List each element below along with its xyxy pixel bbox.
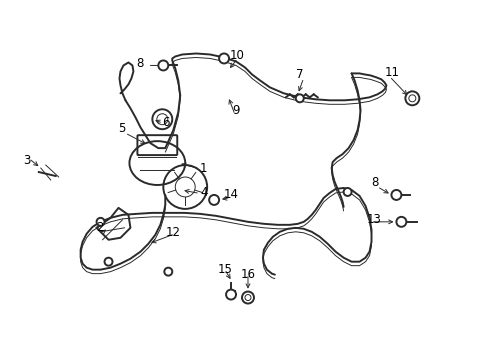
Circle shape bbox=[390, 190, 401, 200]
Circle shape bbox=[158, 60, 168, 71]
Text: 9: 9 bbox=[232, 104, 239, 117]
Text: 8: 8 bbox=[371, 176, 378, 189]
Text: 8: 8 bbox=[136, 57, 143, 70]
Circle shape bbox=[219, 54, 228, 63]
Text: 12: 12 bbox=[165, 226, 180, 239]
Circle shape bbox=[295, 94, 303, 102]
Text: 3: 3 bbox=[23, 154, 30, 167]
Text: 15: 15 bbox=[218, 263, 232, 276]
Circle shape bbox=[225, 289, 236, 300]
Text: 13: 13 bbox=[366, 213, 381, 226]
Text: 4: 4 bbox=[200, 186, 207, 199]
Text: 6: 6 bbox=[162, 116, 169, 129]
Text: 1: 1 bbox=[200, 162, 207, 175]
Circle shape bbox=[164, 268, 172, 276]
Circle shape bbox=[209, 195, 219, 205]
Circle shape bbox=[104, 258, 112, 266]
Text: 7: 7 bbox=[295, 68, 303, 81]
Text: 16: 16 bbox=[241, 268, 256, 281]
Text: 5: 5 bbox=[118, 122, 125, 135]
Text: 10: 10 bbox=[229, 49, 244, 62]
Text: 14: 14 bbox=[224, 188, 239, 202]
Circle shape bbox=[96, 218, 104, 226]
Circle shape bbox=[343, 188, 351, 196]
Circle shape bbox=[396, 217, 406, 227]
Text: 11: 11 bbox=[384, 66, 399, 79]
Text: 2: 2 bbox=[96, 221, 104, 234]
